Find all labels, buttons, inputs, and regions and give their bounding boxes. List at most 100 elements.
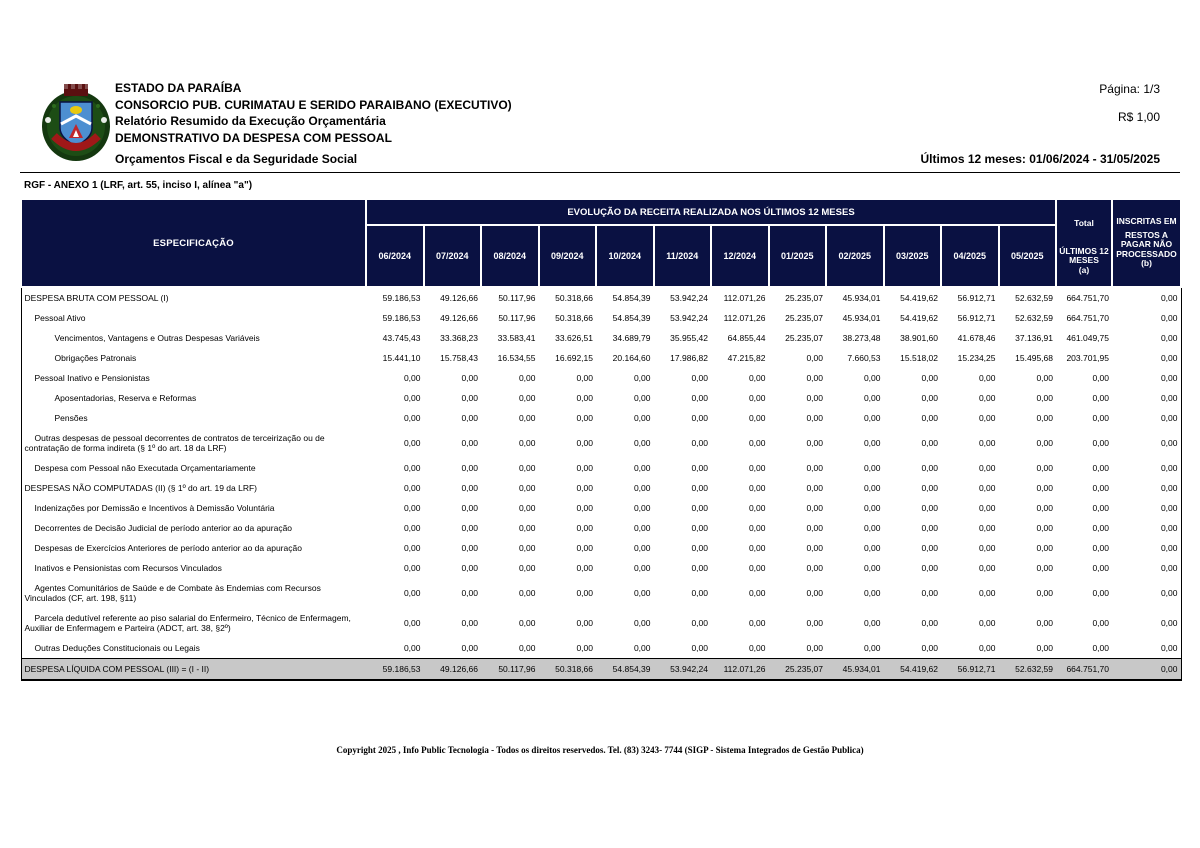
municipal-coat-of-arms-logo (42, 84, 110, 161)
month-header: 02/2025 (825, 224, 885, 288)
month-header: 11/2024 (652, 224, 712, 288)
cell-value: 0,00 (691, 503, 708, 513)
row-label: Pessoal Inativo e Pensionistas (34, 373, 150, 383)
cell-value: 50.117,96 (481, 658, 539, 680)
cell-value: 0,00 (921, 503, 938, 513)
table-row: Aposentadorias, Reserva e Reformas 0,00 0,… (21, 388, 1181, 408)
cell-value: 0,00 (633, 463, 651, 473)
cell-value: 0,00 (1160, 293, 1178, 303)
rgf-table-wrap: ESPECIFICAÇÃO EVOLUÇÃO DA RECEITA REALIZ… (20, 198, 1182, 681)
cell-value: 0,00 (1160, 618, 1178, 628)
cell-value: 0,00 (1036, 643, 1053, 653)
month-header: 04/2025 (940, 224, 1000, 288)
cell-value: 0,00 (1036, 393, 1053, 403)
table-row: Inativos e Pensionistas com Recursos Vin… (21, 558, 1181, 578)
cell-value: 50.117,96 (498, 293, 536, 303)
personnel-expense-table: ESPECIFICAÇÃO EVOLUÇÃO DA RECEITA REALIZ… (20, 198, 1182, 681)
cell-value: 0,00 (978, 413, 996, 423)
cell-value: 0,00 (518, 543, 536, 553)
cell-value: 0,00 (1160, 313, 1178, 323)
cell-value: 50.117,96 (498, 313, 536, 323)
footer-copyright: Copyright 2025 , Info Public Tecnologia … (336, 745, 864, 755)
header-divider (20, 172, 1180, 173)
cell-value: 0,00 (806, 523, 823, 533)
cell-value: 0,00 (978, 543, 996, 553)
restos-column-header: INSCRITAS EM RESTOS A PAGAR NÃO PROCESSA… (1111, 198, 1182, 288)
cell-value: 59.186,53 (366, 658, 424, 680)
cell-value: 0,00 (576, 503, 593, 513)
currency-unit: R$ 1,00 (1117, 110, 1160, 124)
cell-value: 0,00 (863, 563, 881, 573)
cell-value: 53.942,24 (670, 313, 708, 323)
cell-value: 664.751,70 (1056, 658, 1112, 680)
cell-value: 0,00 (576, 393, 593, 403)
cell-value: 0,00 (806, 413, 823, 423)
row-label: Indenizações por Demissão e Incentivos à… (34, 503, 275, 513)
cell-value: 0,00 (403, 483, 421, 493)
cell-value: 0,00 (403, 618, 421, 628)
cell-value: 0,00 (461, 503, 478, 513)
cell-value: 0,00 (1092, 438, 1109, 448)
cell-value: 0,00 (691, 543, 708, 553)
cell-value: 0,00 (1036, 523, 1053, 533)
table-row: Parcela dedutível referente ao piso sala… (21, 608, 1181, 638)
cell-value: 0,00 (1160, 463, 1178, 473)
cell-value: 0,00 (691, 618, 708, 628)
cell-value: 0,00 (691, 413, 708, 423)
row-label: Pessoal Ativo (34, 313, 86, 323)
table-row: Despesa com Pessoal não Executada Orçame… (21, 458, 1181, 478)
cell-value: 0,00 (978, 438, 996, 448)
cell-value: 0,00 (748, 463, 766, 473)
cell-value: 664.751,70 (1066, 293, 1109, 303)
cell-value: 0,00 (863, 523, 881, 533)
cell-value: 0,00 (806, 588, 823, 598)
evolution-header: EVOLUÇÃO DA RECEITA REALIZADA NOS ÚLTIMO… (365, 198, 1057, 226)
cell-value: 0,00 (1160, 438, 1178, 448)
cell-value: 0,00 (461, 393, 478, 403)
cell-value: 0,00 (461, 643, 478, 653)
cell-value: 54.854,39 (612, 313, 651, 323)
cell-value: 0,00 (1092, 543, 1109, 553)
cell-value: 16.692,15 (555, 353, 593, 363)
cell-value: 0,00 (461, 543, 478, 553)
cell-value: 0,00 (1092, 618, 1109, 628)
cell-value: 15.495,68 (1015, 353, 1053, 363)
row-label: Pensões (54, 413, 88, 423)
cell-value: 0,00 (863, 483, 881, 493)
cell-value: 0,00 (403, 438, 421, 448)
cell-value: 0,00 (863, 393, 881, 403)
cell-value: 0,00 (806, 503, 823, 513)
cell-value: 56.912,71 (941, 658, 999, 680)
cell-value: 0,00 (748, 393, 766, 403)
cell-value: 0,00 (978, 618, 996, 628)
cell-value: 0,00 (518, 563, 536, 573)
cell-value: 38.273,48 (842, 333, 881, 343)
cell-value: 54.854,39 (612, 293, 651, 303)
cell-value: 0,00 (1036, 413, 1053, 423)
cell-value: 0,00 (633, 563, 651, 573)
cell-value: 0,00 (921, 643, 938, 653)
cell-value: 0,00 (691, 463, 708, 473)
cell-value: 53.942,24 (653, 658, 711, 680)
cell-value: 0,00 (863, 588, 881, 598)
cell-value: 0,00 (1160, 483, 1178, 493)
cell-value: 0,00 (1092, 643, 1109, 653)
cell-value: 0,00 (461, 373, 478, 383)
table-row: Outras Deduções Constitucionais ou Legai… (21, 638, 1181, 659)
cell-value: 0,00 (806, 543, 823, 553)
cell-value: 52.632,59 (1015, 313, 1053, 323)
row-label: Despesas de Exercícios Anteriores de per… (34, 543, 302, 553)
cell-value: 0,00 (576, 438, 593, 448)
cell-value: 0,00 (403, 643, 421, 653)
cell-value: 50.318,66 (555, 313, 593, 323)
cell-value: 0,00 (518, 643, 536, 653)
cell-value: 45.934,01 (842, 313, 881, 323)
cell-value: 0,00 (576, 413, 593, 423)
cell-value: 15.234,25 (957, 353, 996, 363)
cell-value: 0,00 (461, 413, 478, 423)
restos-header-title: INSCRITAS EM (1116, 216, 1177, 227)
cell-value: 0,00 (461, 588, 478, 598)
cell-value: 0,00 (863, 373, 881, 383)
cell-value: 0,00 (518, 523, 536, 533)
cell-value: 0,00 (633, 373, 651, 383)
